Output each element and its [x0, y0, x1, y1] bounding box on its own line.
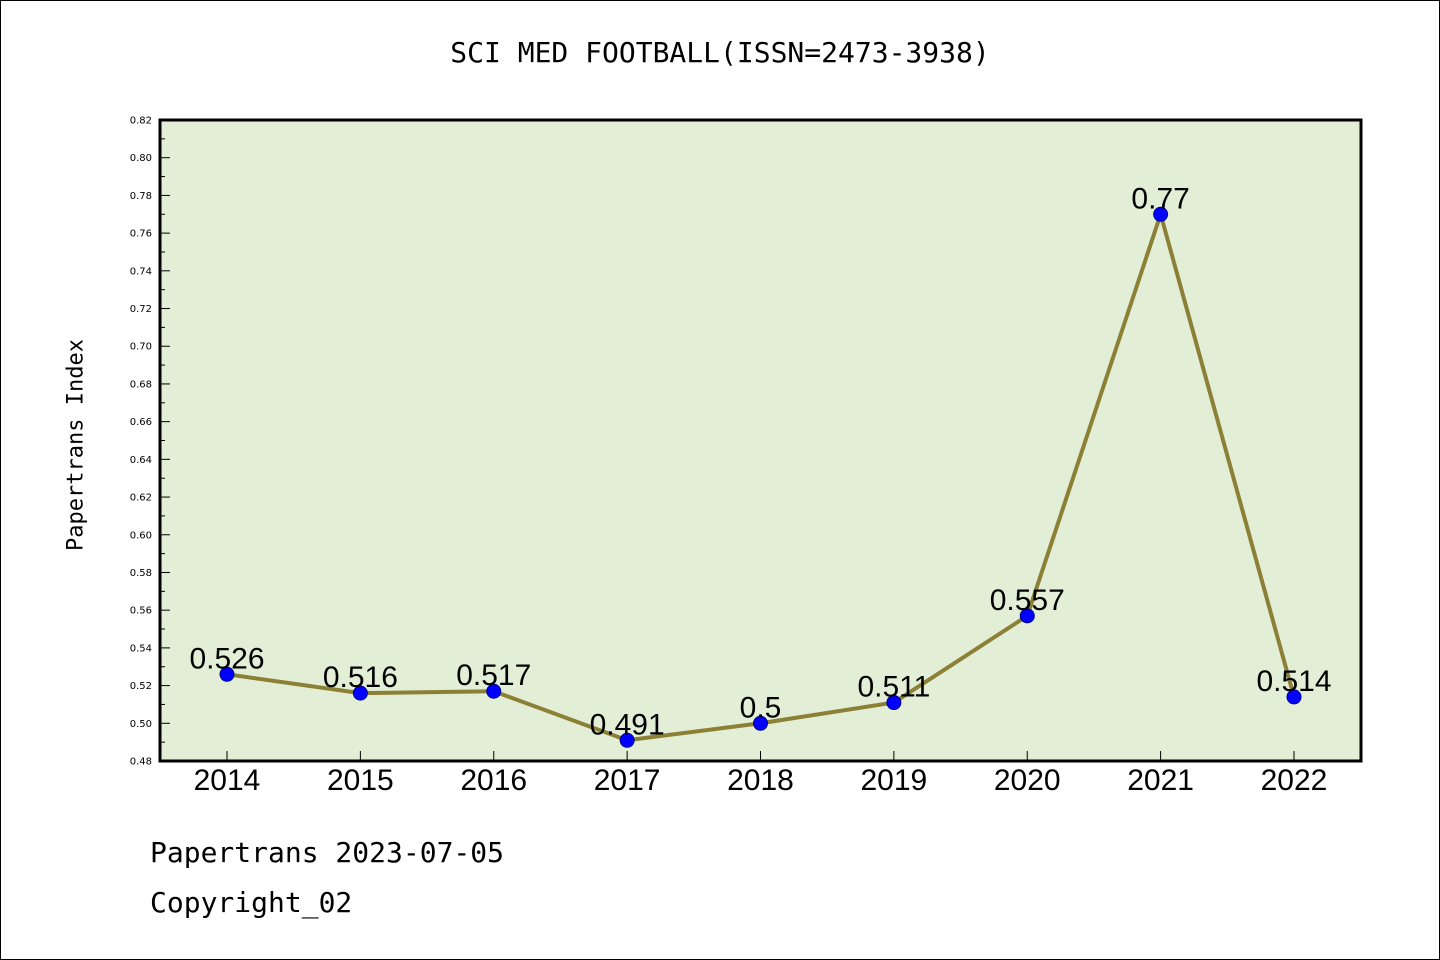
- data-markers: [219, 206, 1302, 748]
- x-tick-label: 2020: [994, 764, 1061, 797]
- data-point: [352, 685, 368, 701]
- y-tick-label: 0.58: [130, 568, 152, 579]
- y-tick-label: 0.76: [130, 229, 152, 240]
- y-tick-label: 0.68: [130, 379, 152, 390]
- x-tick-label: 2017: [594, 764, 661, 797]
- x-axis-ticks: 2014 2015 2016 2017 2018 2019 2020 2021 2022: [194, 751, 1328, 797]
- y-tick-label: 0.52: [130, 681, 152, 692]
- data-point: [219, 666, 235, 682]
- plot-border: [158, 118, 1363, 763]
- y-tick-label: 0.74: [130, 266, 152, 277]
- chart-title: SCI MED FOOTBALL(ISSN=2473-3938): [450, 36, 990, 69]
- y-tick-label: 0.50: [130, 719, 152, 730]
- footer-date: Papertrans 2023-07-05: [150, 836, 505, 869]
- y-tick-label: 0.56: [130, 606, 152, 617]
- x-tick-label: 2014: [194, 764, 261, 797]
- y-tick-label: 0.62: [130, 493, 152, 504]
- y-tick-label: 0.70: [130, 342, 152, 353]
- y-tick-label: 0.82: [130, 116, 152, 127]
- data-label: 0.491: [590, 708, 665, 741]
- plot-area: [160, 120, 1361, 761]
- y-tick-label: 0.80: [130, 153, 152, 164]
- data-label: 0.517: [456, 659, 531, 692]
- data-point: [886, 695, 902, 711]
- x-tick-label: 2019: [861, 764, 928, 797]
- data-label: 0.511: [857, 671, 930, 704]
- footer-copyright: Copyright_02: [150, 886, 353, 919]
- data-point: [486, 683, 502, 699]
- y-axis-ticks: 0.48 0.50 0.52 0.54 0.56 0.58 0.60 0.62 0.64 0.66…: [130, 116, 170, 768]
- x-tick-label: 2018: [727, 764, 794, 797]
- y-tick-label: 0.72: [130, 304, 152, 315]
- data-point: [619, 732, 635, 748]
- data-labels: 0.526 0.516 0.517 0.491 0.5 0.511 0.557 0.77 0.5…: [189, 182, 1331, 741]
- data-point: [1153, 206, 1169, 222]
- data-label: 0.5: [740, 691, 782, 724]
- data-label: 0.77: [1131, 182, 1189, 215]
- y-tick-label: 0.78: [130, 191, 152, 202]
- x-tick-label: 2015: [327, 764, 394, 797]
- x-tick-label: 2022: [1261, 764, 1328, 797]
- y-tick-label: 0.64: [130, 455, 152, 466]
- data-label: 0.526: [189, 642, 264, 675]
- data-point: [1286, 689, 1302, 705]
- data-label: 0.514: [1256, 665, 1331, 698]
- data-label: 0.516: [323, 661, 398, 694]
- x-tick-label: 2021: [1127, 764, 1194, 797]
- y-tick-label: 0.60: [130, 530, 152, 541]
- y-tick-label: 0.54: [130, 643, 152, 654]
- data-label: 0.557: [990, 584, 1065, 617]
- x-tick-label: 2016: [460, 764, 527, 797]
- data-point: [753, 715, 768, 731]
- y-tick-label: 0.66: [130, 417, 152, 428]
- data-point: [1019, 608, 1035, 624]
- y-tick-label: 0.48: [130, 757, 152, 768]
